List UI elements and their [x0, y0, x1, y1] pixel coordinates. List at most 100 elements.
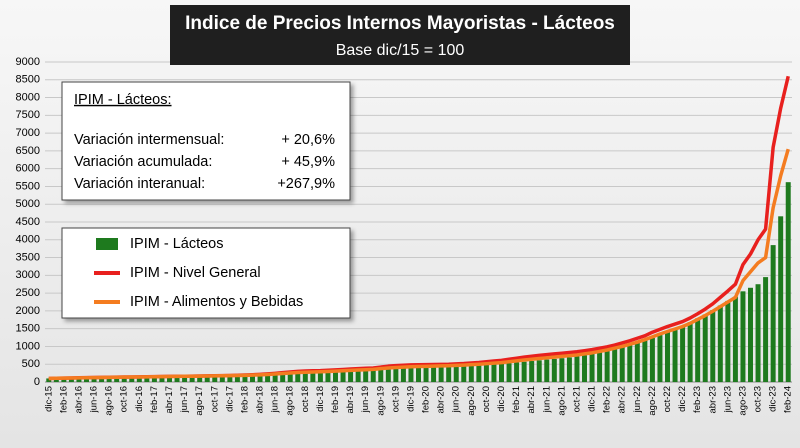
y-tick-label: 4000 [16, 234, 40, 246]
x-tick-label: feb-22 [602, 386, 613, 413]
bar [174, 376, 180, 382]
x-tick-label: jun-16 [89, 386, 100, 413]
bar [725, 300, 731, 382]
legend-swatch [96, 238, 118, 250]
x-tick-label: dic-23 [768, 386, 779, 412]
y-tick-label: 6000 [16, 163, 40, 175]
bar [167, 376, 172, 382]
info-label: Variación intermensual: [74, 132, 224, 148]
bar [499, 363, 504, 382]
chart-title: Indice de Precios Internos Mayoristas - … [185, 13, 615, 34]
x-tick-label: ago-19 [375, 386, 386, 416]
line [48, 148, 790, 381]
x-tick-label: feb-19 [330, 386, 341, 413]
x-tick-label: oct-21 [571, 386, 582, 412]
x-tick-label: ago-22 [647, 386, 658, 416]
y-tick-label: 9000 [16, 56, 40, 68]
bar [597, 352, 603, 382]
bar [483, 364, 489, 382]
info-label: Variación acumulada: [74, 154, 212, 170]
bar [219, 376, 225, 382]
x-tick-label: oct-18 [300, 386, 311, 412]
bar [355, 370, 361, 382]
x-tick-label: oct-23 [753, 386, 764, 412]
bar [408, 367, 414, 382]
y-tick-label: 1000 [16, 340, 40, 352]
bar [748, 287, 753, 382]
bar [695, 318, 701, 382]
bar [53, 378, 59, 382]
bar [287, 373, 293, 382]
x-tick-label: feb-21 [511, 386, 522, 413]
bar [76, 377, 82, 382]
info-box [61, 81, 351, 201]
x-tick-label: abr-20 [436, 386, 447, 413]
bar [242, 375, 248, 382]
y-tick-label: 8000 [16, 91, 40, 103]
bar [197, 376, 203, 382]
x-tick-label: jun-18 [270, 386, 281, 413]
y-tick-label: 4500 [16, 216, 40, 228]
bar [272, 374, 278, 382]
bar [340, 370, 346, 382]
bar [84, 377, 89, 382]
bar [385, 368, 391, 382]
bar [68, 377, 74, 382]
bar [529, 361, 535, 382]
x-tick-label: abr-21 [526, 386, 537, 413]
x-tick-label: ago-17 [194, 386, 205, 416]
bar [416, 366, 421, 382]
y-tick-label: 2500 [16, 287, 40, 299]
bar [634, 342, 640, 382]
bar [717, 305, 723, 382]
bar [151, 376, 157, 382]
bar [61, 378, 67, 382]
bar [680, 325, 686, 382]
bar [461, 365, 467, 382]
x-tick-label: feb-16 [58, 386, 69, 413]
chart-subtitle: Base dic/15 = 100 [336, 42, 465, 59]
x-tick-label: oct-19 [390, 386, 401, 412]
x-tick-label: feb-23 [692, 386, 703, 413]
bar [431, 366, 437, 382]
bar [234, 375, 240, 382]
bar [136, 377, 142, 382]
bar [649, 337, 655, 382]
bar [121, 377, 127, 382]
bar [370, 369, 376, 382]
bar [310, 372, 316, 382]
y-tick-label: 0 [34, 376, 40, 388]
bar [657, 335, 663, 382]
bar [227, 376, 233, 382]
bar [182, 376, 188, 382]
bar [423, 366, 429, 382]
y-tick-label: 1500 [16, 323, 40, 335]
bar [159, 376, 165, 382]
x-tick-label: jun-19 [360, 386, 371, 413]
bar [702, 314, 708, 382]
bar [99, 377, 105, 382]
y-tick-label: 8500 [16, 74, 40, 86]
y-tick-label: 7000 [16, 127, 40, 139]
x-tick-label: abr-18 [255, 386, 266, 413]
bar [144, 377, 150, 382]
bar [393, 367, 399, 382]
bar [642, 340, 648, 382]
y-tick-label: 5500 [16, 180, 40, 192]
x-tick-label: abr-17 [164, 386, 175, 413]
bar [566, 357, 572, 382]
bar [265, 374, 271, 382]
bar [438, 366, 444, 382]
bar [91, 377, 97, 382]
bar [400, 367, 406, 382]
bar [363, 369, 369, 382]
info-value: + 45,9% [281, 154, 335, 170]
x-tick-label: abr-22 [617, 386, 628, 413]
x-tick-label: ago-21 [556, 386, 567, 416]
x-tick-label: jun-21 [541, 386, 552, 413]
bar [257, 375, 263, 382]
y-tick-label: 6500 [16, 145, 40, 157]
y-tick-label: 7500 [16, 109, 40, 121]
